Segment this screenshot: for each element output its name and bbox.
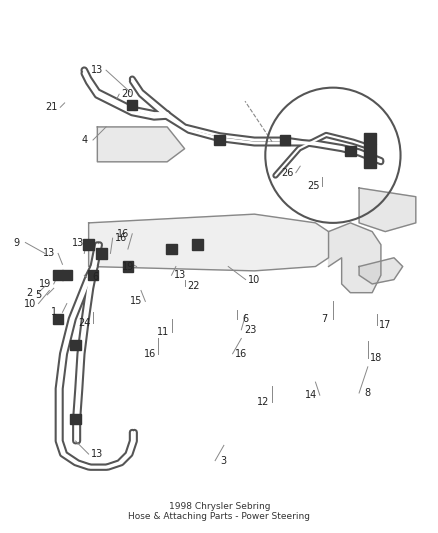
Text: 25: 25 <box>306 181 319 191</box>
Bar <box>192 239 202 250</box>
Text: 26: 26 <box>280 168 293 177</box>
Text: 5: 5 <box>35 290 42 300</box>
Text: 17: 17 <box>378 320 391 330</box>
Text: 13: 13 <box>174 270 186 280</box>
Text: 7: 7 <box>320 314 327 324</box>
Text: 19: 19 <box>121 262 134 271</box>
Bar <box>53 313 63 324</box>
Polygon shape <box>97 127 184 162</box>
Text: 16: 16 <box>143 349 155 359</box>
Text: 21: 21 <box>45 102 58 112</box>
Text: 10: 10 <box>24 298 36 309</box>
Text: 13: 13 <box>71 238 84 247</box>
Text: 13: 13 <box>91 449 103 459</box>
Text: 2: 2 <box>27 288 33 297</box>
Bar <box>364 133 375 144</box>
Polygon shape <box>328 223 380 293</box>
Bar <box>214 135 224 145</box>
Text: 13: 13 <box>91 65 103 75</box>
Text: 14: 14 <box>304 390 317 400</box>
Text: 23: 23 <box>243 325 256 335</box>
Text: 24: 24 <box>78 318 90 328</box>
Bar <box>96 248 107 259</box>
Text: 12: 12 <box>256 397 268 407</box>
Text: 19: 19 <box>39 279 51 289</box>
Text: 6: 6 <box>92 272 98 282</box>
Text: 8: 8 <box>364 388 370 398</box>
Text: 1998 Chrysler Sebring
Hose & Attaching Parts - Power Steering: 1998 Chrysler Sebring Hose & Attaching P… <box>128 502 310 521</box>
Bar <box>344 146 355 156</box>
Text: 13: 13 <box>43 248 55 259</box>
Bar <box>88 270 98 280</box>
Text: 10: 10 <box>248 274 260 285</box>
Bar <box>122 261 133 272</box>
Bar <box>61 270 72 280</box>
Text: 15: 15 <box>130 296 142 306</box>
Bar <box>70 414 81 424</box>
Text: 6: 6 <box>242 314 248 324</box>
Bar <box>70 340 81 350</box>
Bar <box>127 100 137 110</box>
Text: 16: 16 <box>115 233 127 243</box>
Text: 18: 18 <box>370 353 382 363</box>
Polygon shape <box>358 258 402 284</box>
Polygon shape <box>88 214 328 271</box>
Text: 16: 16 <box>117 229 129 239</box>
Text: 4: 4 <box>81 135 87 145</box>
Bar <box>279 135 290 145</box>
Text: 9: 9 <box>14 238 20 247</box>
Bar <box>364 156 375 168</box>
Polygon shape <box>358 188 415 232</box>
Text: 1: 1 <box>50 308 57 317</box>
Text: 20: 20 <box>121 89 134 99</box>
Text: 3: 3 <box>220 456 226 466</box>
Text: 22: 22 <box>187 281 199 291</box>
Bar <box>53 270 63 280</box>
Text: 11: 11 <box>156 327 169 337</box>
Bar <box>364 144 375 156</box>
Text: 16: 16 <box>235 349 247 359</box>
Bar <box>166 244 177 254</box>
Bar <box>83 239 94 250</box>
